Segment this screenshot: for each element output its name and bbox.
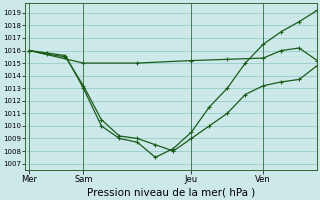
X-axis label: Pression niveau de la mer( hPa ): Pression niveau de la mer( hPa ) [87,187,255,197]
